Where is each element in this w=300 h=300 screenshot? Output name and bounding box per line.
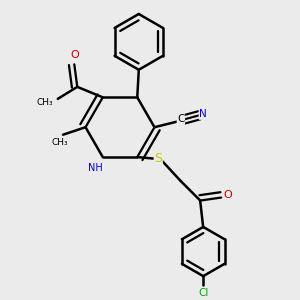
Text: CH₃: CH₃ — [37, 98, 53, 107]
Text: S: S — [154, 152, 162, 165]
Text: Cl: Cl — [198, 288, 208, 298]
Text: NH: NH — [88, 163, 103, 172]
Text: C: C — [177, 114, 184, 124]
Text: O: O — [224, 190, 232, 200]
Text: N: N — [199, 109, 207, 119]
Text: CH₃: CH₃ — [52, 138, 68, 147]
Text: O: O — [70, 50, 79, 60]
